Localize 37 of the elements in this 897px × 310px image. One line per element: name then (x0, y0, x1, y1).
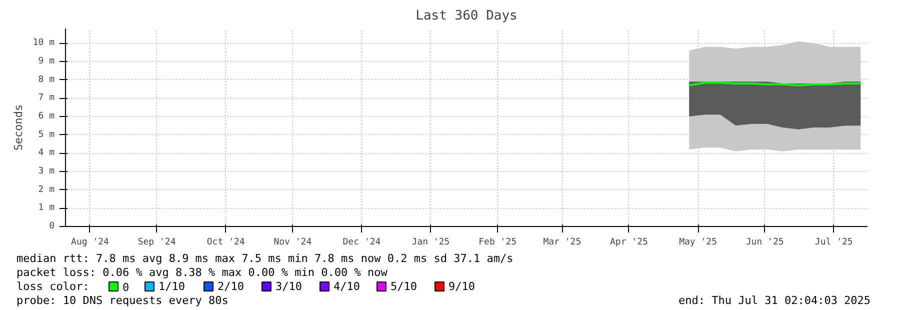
y-tick-label: 9 m (38, 56, 55, 66)
legend-label: 5/10 (390, 280, 417, 293)
chart-title: Last 360 Days (416, 8, 518, 24)
legend-label: 4/10 (334, 280, 360, 293)
x-tick-label: Feb '25 (478, 238, 517, 248)
y-tick-label: 6 m (38, 112, 55, 122)
x-tick-label: Jul '25 (814, 238, 853, 248)
legend-label: 1/10 (158, 280, 185, 293)
x-tick-label: Oct '24 (206, 238, 245, 248)
x-tick-label: Aug '24 (71, 238, 109, 248)
x-tick-label: Mar '25 (543, 238, 582, 248)
text: probe: 10 DNS requests every 80s (16, 294, 228, 307)
legend-label: 0 (122, 281, 130, 294)
y-tick-label: 5 m (38, 130, 55, 140)
x-tick-label: Apr '25 (610, 238, 648, 248)
y-tick-label: 0 (49, 222, 55, 232)
x-tick-label: May '25 (679, 238, 718, 248)
x-tick-label: Dec '24 (342, 238, 381, 248)
x-tick-label: Jan '25 (412, 238, 450, 248)
x-tick-label: Nov '24 (274, 238, 312, 248)
legend-label: 2/10 (218, 280, 244, 293)
y-tick-label: 2 m (38, 184, 55, 195)
text: end: Thu Jul 31 02:04:03 2025 (678, 294, 871, 307)
legend-label: 9/10 (448, 280, 475, 293)
y-tick-label: 1 m (38, 203, 55, 214)
y-tick-label: 3 m (38, 166, 55, 176)
text: median rtt: 7.8 ms avg 8.9 ms max 7.5 ms min 7.8 ms now 0.2 ms sd 37.1 am/s (16, 252, 514, 265)
x-tick-label: Sep '24 (138, 238, 176, 248)
text: packet loss: 0.06 % avg 8.38 % max 0.00 % min 0.00 % now (16, 266, 388, 279)
y-tick-label: 4 m (38, 148, 55, 158)
y-axis-title: Seconds (12, 104, 25, 151)
y-tick-label: 8 m (38, 74, 55, 85)
y-tick-label: 7 m (38, 93, 55, 104)
y-tick-label: 10 m (32, 38, 55, 48)
x-tick-label: Jun '25 (746, 238, 784, 248)
legend-label: 3/10 (276, 280, 302, 293)
legend-title: loss color: (16, 280, 90, 293)
